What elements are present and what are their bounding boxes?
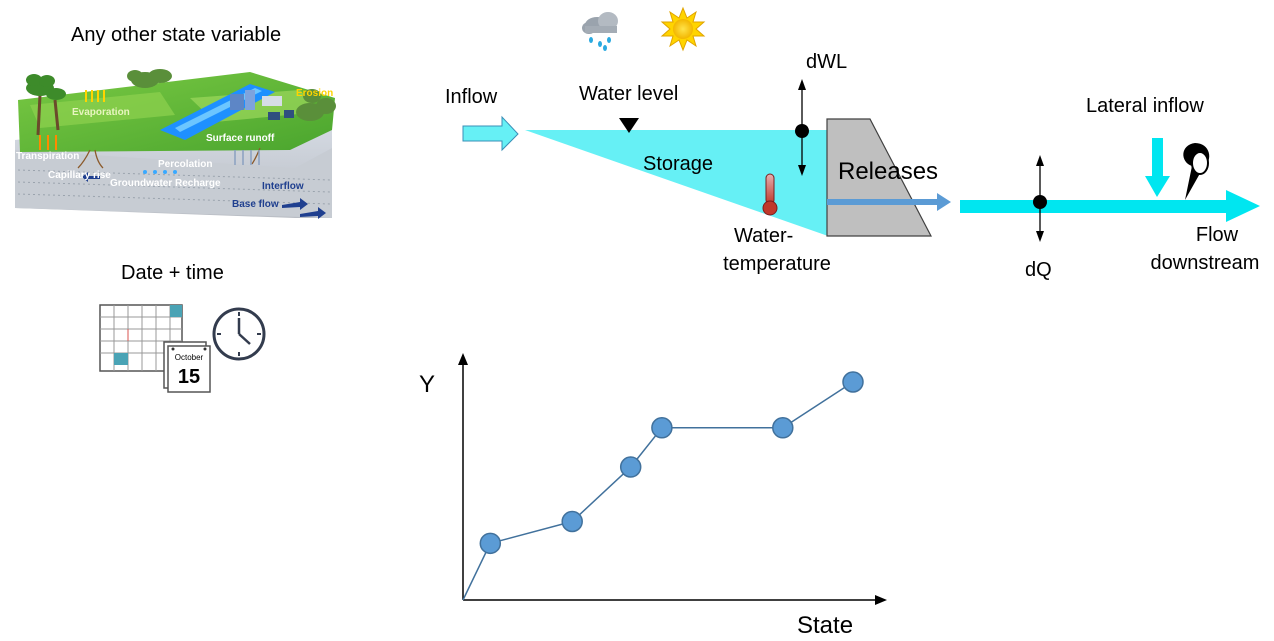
interflow-label: Interflow bbox=[262, 181, 304, 192]
calendar-icon: October 15 bbox=[99, 304, 211, 393]
dwl-label: dWL bbox=[806, 51, 848, 73]
clock-icon bbox=[212, 307, 266, 361]
y-axis-label: Y bbox=[419, 371, 436, 398]
base-flow-label: Base flow bbox=[232, 199, 279, 210]
landscape-illustration: Evaporation Erosion Surface runoff Trans… bbox=[15, 69, 336, 219]
x-axis-label: State bbox=[797, 612, 854, 639]
dq-node bbox=[1033, 195, 1047, 209]
river-arrowhead bbox=[1226, 190, 1260, 222]
y-axis-arrowhead bbox=[458, 353, 468, 365]
groundwater-recharge-label: Groundwater Recharge bbox=[110, 178, 221, 189]
water-level-label: Water level bbox=[579, 83, 679, 105]
gauge-marker-icon bbox=[1183, 143, 1210, 200]
inflow-arrow bbox=[462, 115, 519, 152]
x-axis-arrowhead bbox=[875, 595, 887, 605]
dam-icon bbox=[826, 118, 932, 237]
percolation-label: Percolation bbox=[158, 159, 212, 170]
dq-label: dQ bbox=[1025, 259, 1052, 281]
water-temperature-line1: Water- bbox=[734, 225, 794, 247]
calendar-day: 15 bbox=[178, 366, 200, 388]
water-level-marker-icon bbox=[619, 118, 639, 133]
inflow-label: Inflow bbox=[445, 86, 498, 108]
dwl-node bbox=[795, 124, 809, 138]
series-line-segment bbox=[571, 466, 632, 523]
data-point-2 bbox=[561, 510, 583, 533]
erosion-label: Erosion bbox=[296, 88, 333, 99]
capillary-rise-label: Capillary rise bbox=[48, 170, 111, 181]
transpiration-label: Transpiration bbox=[16, 151, 79, 162]
data-point-1 bbox=[479, 532, 502, 555]
data-point-4 bbox=[651, 417, 673, 439]
data-point-3 bbox=[619, 456, 642, 478]
state-y-chart bbox=[458, 353, 887, 605]
surface-runoff-label: Surface runoff bbox=[206, 133, 275, 144]
water-temperature-line2: temperature bbox=[723, 253, 831, 275]
releases-label: Releases bbox=[838, 158, 939, 185]
thermometer-icon bbox=[762, 173, 778, 216]
lateral-inflow-arrow bbox=[1145, 138, 1170, 197]
water-temperature-label: Water- temperature bbox=[723, 222, 844, 278]
data-point-6 bbox=[842, 371, 864, 393]
datetime-title: Date + time bbox=[121, 262, 224, 284]
lateral-inflow-label: Lateral inflow bbox=[1086, 95, 1204, 117]
calendar-month: October bbox=[175, 353, 204, 362]
series-line-segment bbox=[782, 381, 854, 429]
flow-downstream-line1: Flow bbox=[1195, 224, 1239, 246]
river-channel bbox=[960, 200, 1228, 213]
flow-downstream-line2: downstream bbox=[1150, 252, 1260, 274]
release-arrow bbox=[827, 193, 951, 211]
data-point-5 bbox=[772, 417, 794, 439]
reservoir-water bbox=[525, 130, 828, 236]
evaporation-label: Evaporation bbox=[72, 107, 130, 118]
flow-downstream-label: Flow downstream bbox=[1140, 221, 1270, 277]
state-variable-title: Any other state variable bbox=[71, 24, 282, 46]
rain-cloud-icon bbox=[582, 12, 618, 51]
series-line-segment bbox=[490, 520, 573, 545]
sun-icon bbox=[660, 6, 706, 52]
storage-label: Storage bbox=[643, 153, 714, 175]
